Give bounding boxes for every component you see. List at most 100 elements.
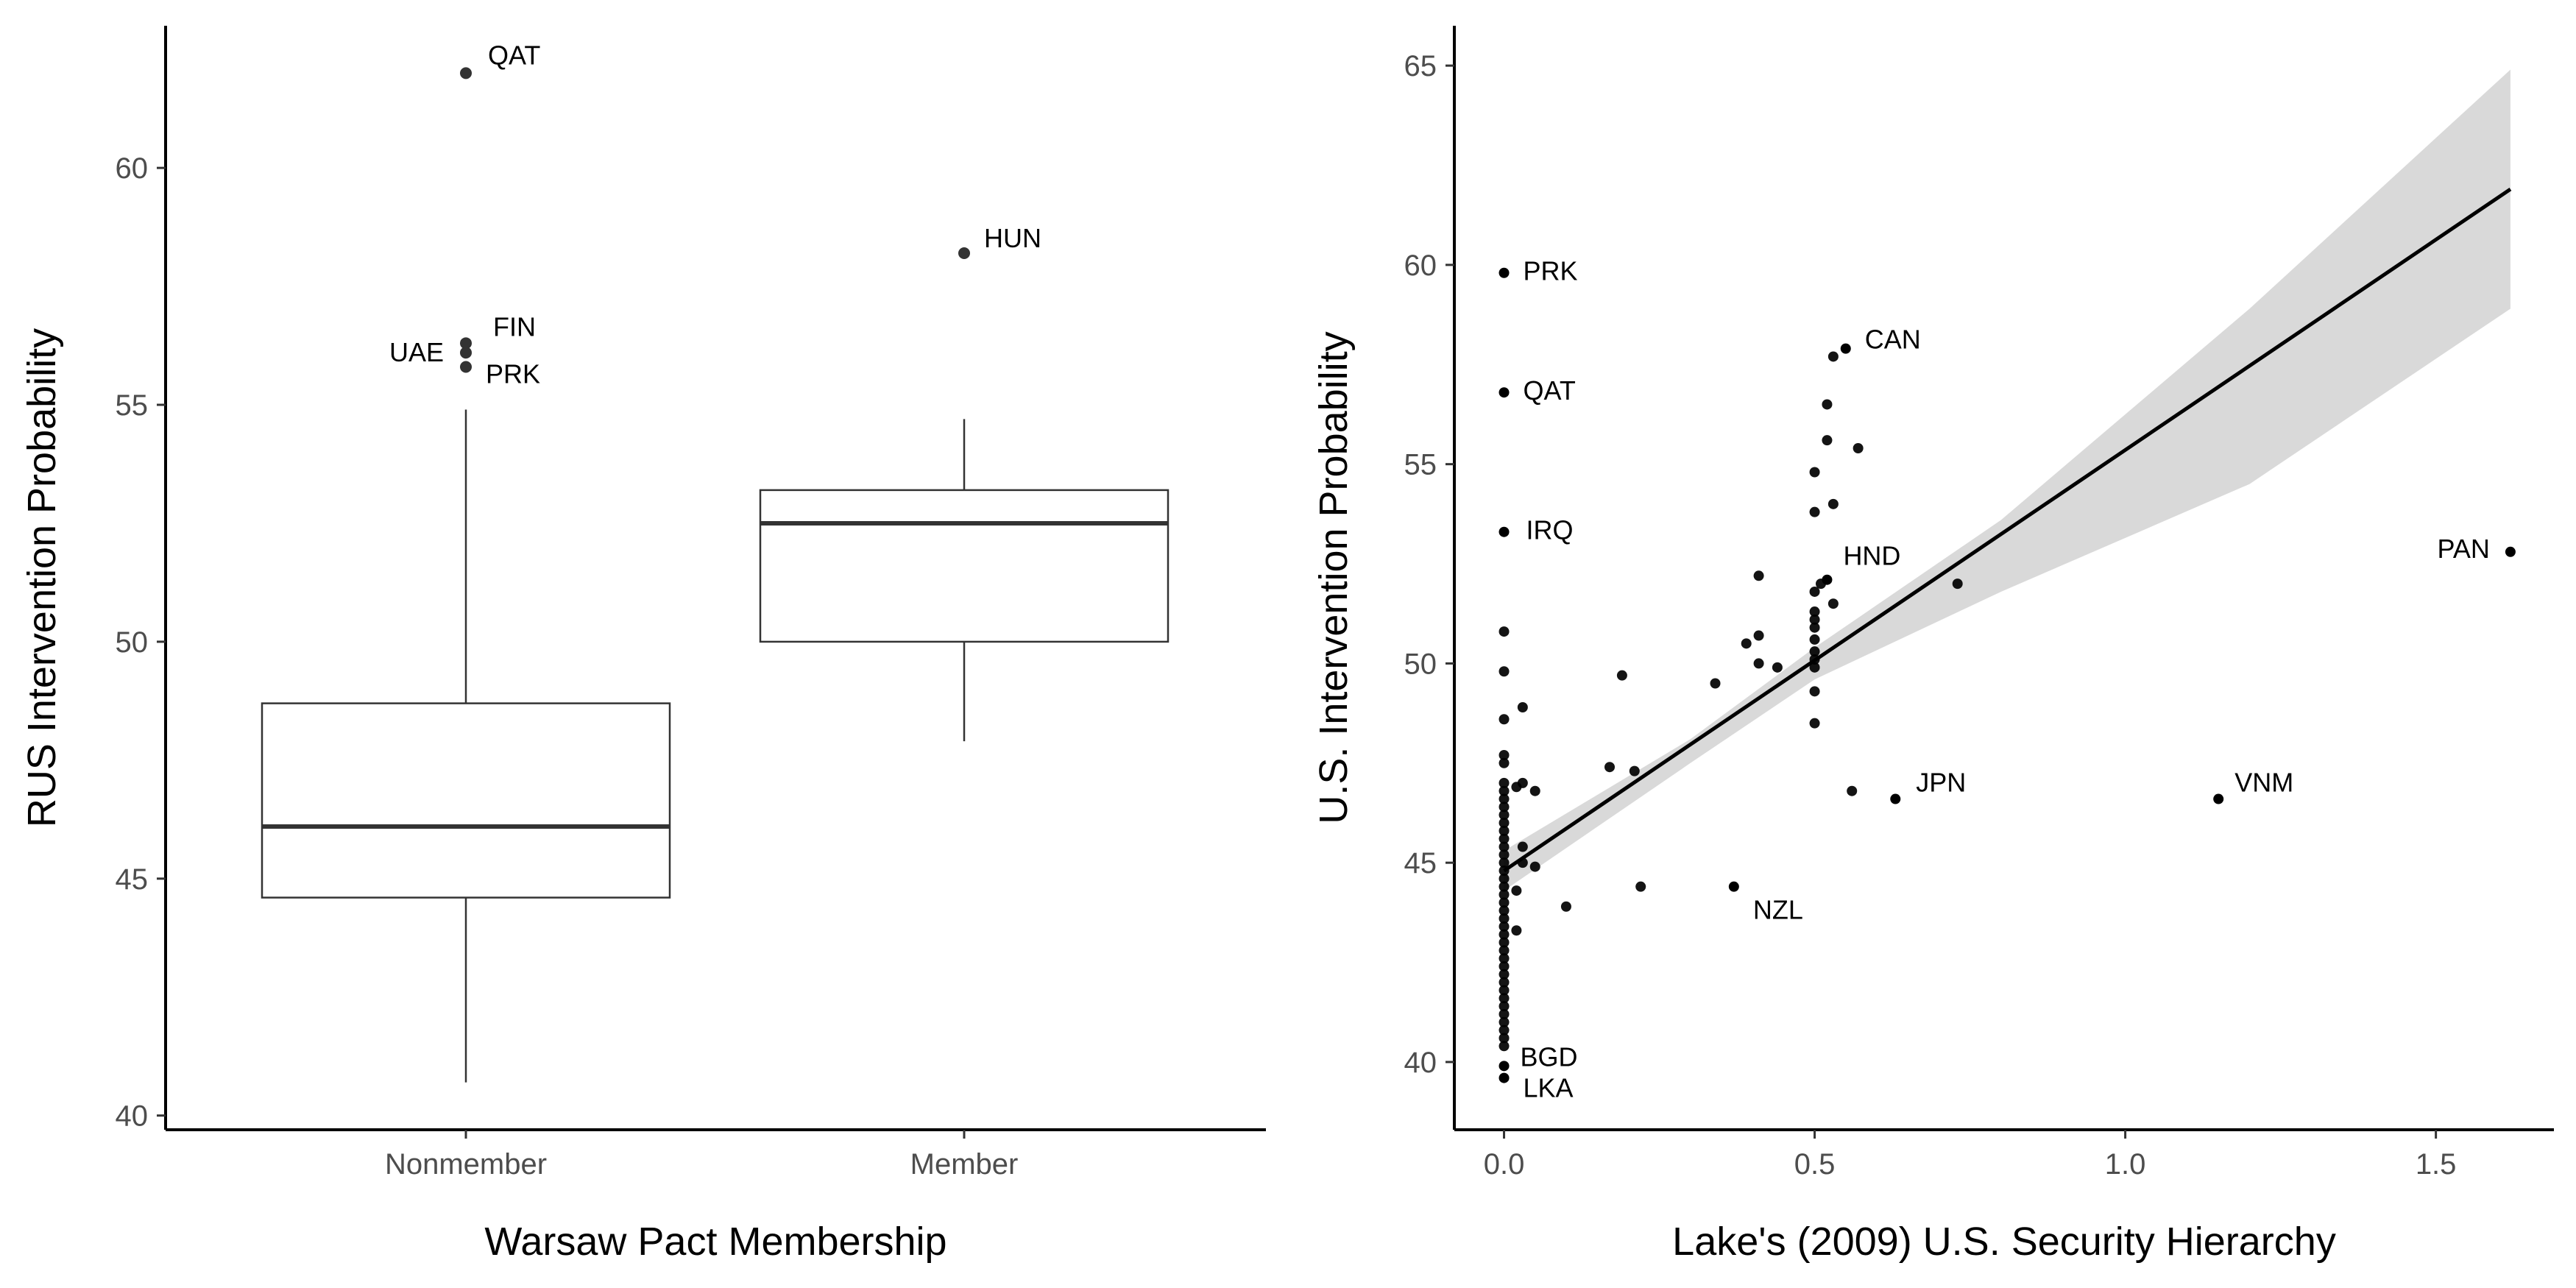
labeled-data-point	[1498, 1061, 1510, 1072]
data-point	[1822, 399, 1833, 410]
box-member	[759, 489, 1170, 643]
trend-line	[1503, 187, 2512, 873]
x-tick-label: Nonmember	[385, 1148, 547, 1181]
box-nonmember	[261, 702, 671, 899]
data-point	[1498, 810, 1510, 821]
data-point	[1529, 785, 1540, 796]
x-tick-label: 0.5	[1794, 1148, 1836, 1181]
data-point	[1498, 905, 1510, 916]
data-point	[1498, 1025, 1510, 1036]
data-point	[1809, 646, 1820, 657]
data-point	[1827, 498, 1839, 509]
data-point	[1809, 506, 1820, 517]
point-label: LKA	[1524, 1073, 1574, 1103]
data-point	[1822, 435, 1833, 446]
y-tick-label: 60	[116, 152, 149, 185]
labeled-data-point	[2213, 793, 2224, 804]
data-point	[1498, 825, 1510, 836]
data-point	[1809, 586, 1820, 597]
data-point	[1498, 714, 1510, 725]
data-point	[1809, 622, 1820, 633]
point-label: PRK	[1524, 256, 1578, 286]
data-point	[1809, 606, 1820, 618]
y-tick-label: 50	[116, 626, 149, 659]
data-point	[1517, 701, 1528, 712]
x-tick-label: Member	[910, 1148, 1019, 1181]
data-point	[1498, 793, 1510, 804]
y-tick-label: 45	[1404, 847, 1437, 880]
outlier-point	[958, 247, 970, 260]
data-point	[1498, 833, 1510, 844]
data-point	[1498, 1008, 1510, 1019]
point-label: CAN	[1865, 325, 1921, 355]
outlier-point	[460, 67, 472, 79]
data-point	[1498, 889, 1510, 900]
data-point	[1560, 901, 1571, 912]
outlier-point	[460, 347, 472, 359]
data-point	[1498, 873, 1510, 884]
data-point	[1498, 749, 1510, 760]
data-point	[1498, 1016, 1510, 1027]
x-axis-title: Lake's (2009) U.S. Security Hierarchy	[1672, 1220, 2336, 1264]
data-point	[1952, 578, 1963, 590]
data-point	[1604, 762, 1616, 773]
labeled-data-point	[2505, 546, 2516, 557]
data-point	[1498, 857, 1510, 868]
data-point	[1753, 630, 1764, 641]
data-point	[1809, 686, 1820, 697]
point-label: VNM	[2234, 768, 2293, 798]
data-point	[1498, 945, 1510, 956]
confidence-band	[1504, 69, 2510, 891]
data-point	[1710, 678, 1721, 689]
labeled-data-point	[1890, 793, 1901, 804]
labeled-data-point	[1498, 526, 1510, 537]
outlier-label: UAE	[389, 337, 444, 367]
outlier-label: HUN	[984, 223, 1041, 253]
labeled-data-point	[1822, 574, 1833, 585]
labeled-data-point	[1498, 1072, 1510, 1083]
data-point	[1498, 849, 1510, 860]
outlier-label: FIN	[493, 311, 536, 342]
data-point	[1809, 614, 1820, 625]
data-point	[1498, 802, 1510, 813]
data-point	[1511, 782, 1522, 793]
box-plot-panel: 40 45 50 55 60 Nonmember Member Warsaw Pact Mem…	[20, 26, 1266, 1264]
data-point	[1635, 881, 1646, 892]
data-point	[1498, 1033, 1510, 1044]
data-point	[1511, 925, 1522, 936]
point-label: IRQ	[1526, 515, 1574, 545]
data-point	[1498, 969, 1510, 980]
data-point	[1827, 598, 1839, 609]
data-point	[1772, 662, 1783, 673]
data-point	[1498, 993, 1510, 1004]
y-axis-title: RUS Intervention Probability	[20, 328, 64, 827]
y-tick-label: 45	[116, 863, 149, 896]
labeled-data-point	[1498, 387, 1510, 398]
point-label: HND	[1843, 541, 1900, 571]
data-point	[1629, 765, 1640, 776]
point-label: BGD	[1521, 1041, 1578, 1072]
data-point	[1498, 897, 1510, 908]
data-point	[1498, 777, 1510, 788]
data-point	[1498, 977, 1510, 988]
outlier-point	[460, 337, 472, 350]
data-point	[1847, 785, 1858, 796]
labeled-data-point	[1498, 267, 1510, 278]
labeled-data-point	[1728, 881, 1739, 892]
data-point	[1498, 953, 1510, 964]
x-tick-label: 1.5	[2416, 1148, 2457, 1181]
data-point	[1511, 885, 1522, 896]
data-point	[1498, 818, 1510, 829]
data-point	[1809, 662, 1820, 673]
data-point	[1498, 1001, 1510, 1012]
data-point	[1498, 626, 1510, 637]
y-axis-title: U.S. Intervention Probability	[1312, 331, 1356, 824]
data-point	[1498, 881, 1510, 892]
data-point	[1809, 634, 1820, 645]
data-point	[1498, 913, 1510, 924]
x-tick-label: 1.0	[2105, 1148, 2146, 1181]
y-tick-label: 60	[1404, 250, 1437, 282]
data-point	[1809, 718, 1820, 729]
y-tick-label: 55	[116, 389, 149, 422]
